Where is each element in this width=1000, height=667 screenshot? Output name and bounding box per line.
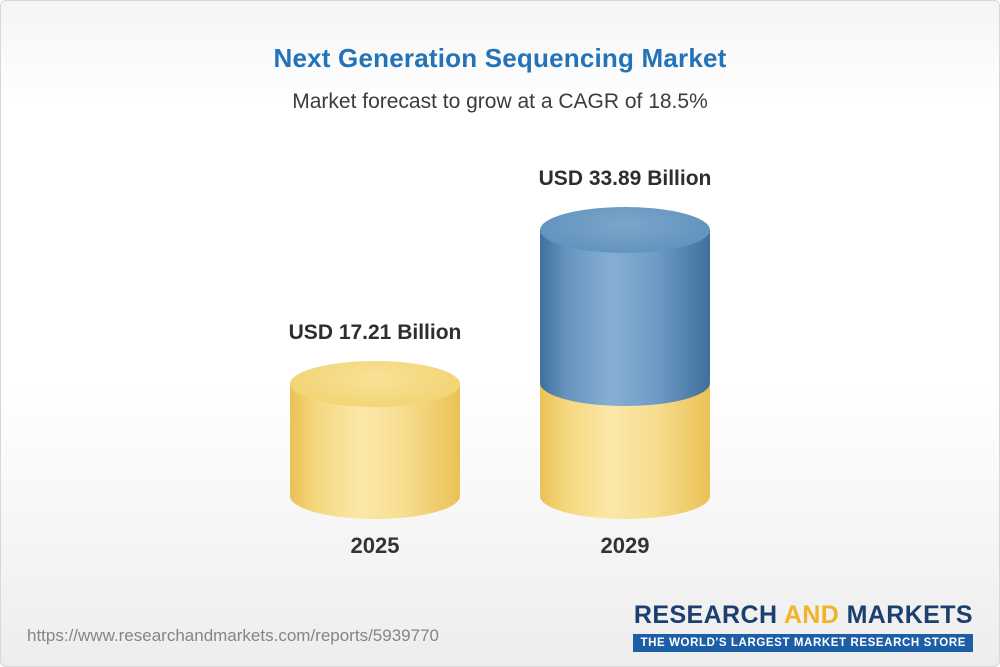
logo-tagline: THE WORLD'S LARGEST MARKET RESEARCH STOR… [632, 634, 973, 652]
cylinder-2029-top-ellipse [540, 207, 710, 253]
chart-header: Next Generation Sequencing Market Market… [1, 43, 999, 114]
research-and-markets-logo: RESEARCH AND MARKETS THE WORLD'S LARGEST… [632, 601, 974, 652]
logo-word-markets: MARKETS [846, 601, 973, 629]
axis-label-2025: 2025 [350, 533, 400, 558]
bar-chart: USD 17.21 Billion 2025 USD 33.89 Billion… [1, 167, 999, 559]
logo-word-and: AND [783, 601, 840, 629]
logo-wordmark: RESEARCH AND MARKETS [633, 601, 974, 630]
cylinder-2025 [290, 361, 460, 519]
report-url: https://www.researchandmarkets.com/repor… [27, 626, 439, 645]
cylinder-2025-top-ellipse [290, 361, 460, 407]
chart-title: Next Generation Sequencing Market [273, 43, 727, 73]
value-label-2025: USD 17.21 Billion [288, 321, 462, 344]
cylinder-2029-growth-segment [540, 230, 710, 406]
bar-column-2025: USD 17.21 Billion 2025 [288, 321, 462, 559]
chart-subtitle: Market forecast to grow at a CAGR of 18.… [292, 90, 708, 113]
axis-label-2029: 2029 [600, 533, 650, 558]
cylinder-2029 [540, 207, 710, 519]
bar-column-2029: USD 33.89 Billion 2029 [538, 167, 712, 559]
logo-word-research: RESEARCH [633, 601, 778, 629]
value-label-2029: USD 33.89 Billion [538, 167, 712, 190]
